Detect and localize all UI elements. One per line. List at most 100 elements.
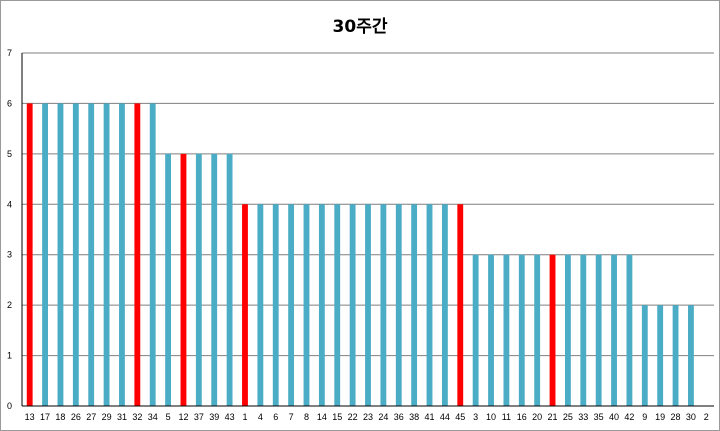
x-tick-label: 31: [117, 412, 127, 422]
x-tick-label: 17: [40, 412, 50, 422]
bar-28: [672, 305, 679, 406]
x-tick-label: 9: [642, 412, 647, 422]
bar-22: [349, 204, 356, 406]
y-tick-label: 2: [7, 300, 12, 310]
x-tick-label: 35: [594, 412, 604, 422]
x-tick-label: 38: [409, 412, 419, 422]
y-tick-label: 5: [7, 149, 12, 159]
bar-5: [165, 153, 172, 406]
x-tick-label: 28: [671, 412, 681, 422]
x-tick-label: 40: [609, 412, 619, 422]
bar-19: [657, 305, 664, 406]
x-tick-label: 3: [473, 412, 478, 422]
bar-15: [334, 204, 341, 406]
bar-26: [72, 103, 79, 406]
bar-45: [457, 204, 464, 406]
bar-24: [380, 204, 387, 406]
bar-40: [611, 254, 617, 406]
bar-36: [395, 204, 402, 406]
bar-10: [488, 254, 494, 406]
bar-23: [365, 204, 371, 406]
bar-31: [119, 103, 125, 406]
x-tick-label: 23: [363, 412, 373, 422]
axes: [21, 53, 714, 407]
bar-39: [211, 153, 218, 406]
bar-20: [534, 254, 541, 406]
x-tick-label: 12: [178, 412, 188, 422]
x-tick-label: 43: [225, 412, 235, 422]
bar-21: [549, 254, 556, 406]
bar-41: [426, 204, 433, 406]
x-tick-label: 4: [258, 412, 263, 422]
y-tick-label: 4: [7, 199, 12, 209]
y-tick-label: 3: [7, 250, 12, 260]
bar-32: [134, 103, 141, 406]
x-tick-label: 34: [148, 412, 158, 422]
x-tick-label: 10: [486, 412, 496, 422]
bar-37: [195, 153, 202, 406]
x-tick-label: 39: [209, 412, 219, 422]
y-tick-label: 6: [7, 98, 12, 108]
bar-4: [257, 204, 264, 406]
chart-title: 30주간: [333, 17, 388, 37]
x-tick-label: 7: [289, 412, 294, 422]
bar-38: [411, 204, 418, 406]
x-tick-label: 1: [242, 412, 247, 422]
x-tick-label: 24: [378, 412, 388, 422]
bar-14: [318, 204, 325, 406]
bar-1: [242, 204, 248, 406]
x-tick-labels: 13 17 18 26 27 29 31 32 34 5 12 37 39 43 1 4 6 7 8 14 15 22 23…: [25, 412, 709, 422]
x-tick-label: 26: [71, 412, 81, 422]
x-tick-label: 41: [425, 412, 435, 422]
x-tick-label: 42: [624, 412, 634, 422]
x-tick-label: 33: [578, 412, 588, 422]
bar-16: [518, 254, 525, 406]
x-tick-label: 36: [394, 412, 404, 422]
x-tick-label: 18: [55, 412, 65, 422]
bar-35: [595, 254, 602, 406]
x-tick-label: 29: [102, 412, 112, 422]
x-tick-label: 2: [704, 412, 709, 422]
bar-44: [441, 204, 448, 406]
bar-17: [42, 103, 48, 406]
bar-27: [88, 103, 95, 406]
x-tick-label: 25: [563, 412, 573, 422]
y-tick-label: 0: [7, 401, 12, 411]
x-tick-label: 20: [532, 412, 542, 422]
bar-8: [303, 204, 310, 406]
bar-43: [226, 153, 233, 406]
y-tick-label: 7: [7, 48, 12, 58]
x-tick-label: 22: [348, 412, 358, 422]
bar-12: [180, 153, 187, 406]
bar-34: [149, 103, 156, 406]
x-tick-label: 16: [517, 412, 527, 422]
bars: [26, 103, 694, 406]
bar-30: [688, 305, 694, 406]
x-tick-label: 19: [655, 412, 665, 422]
bar-3: [472, 254, 479, 406]
bar-42: [626, 254, 633, 406]
bar-7: [288, 204, 295, 406]
x-tick-label: 6: [273, 412, 278, 422]
bar-33: [580, 254, 587, 406]
bar-6: [272, 204, 279, 406]
x-tick-label: 44: [440, 412, 450, 422]
bar-11: [503, 254, 510, 406]
bar-29: [103, 103, 110, 406]
bar-9: [641, 305, 648, 406]
x-tick-label: 11: [502, 412, 511, 422]
x-tick-label: 21: [548, 412, 558, 422]
x-tick-label: 30: [686, 412, 696, 422]
x-tick-label: 37: [194, 412, 204, 422]
x-tick-label: 8: [304, 412, 309, 422]
bar-13: [26, 103, 33, 406]
x-tick-label: 15: [332, 412, 342, 422]
x-tick-label: 32: [132, 412, 142, 422]
x-tick-label: 13: [25, 412, 35, 422]
y-tick-labels: 0 1 2 3 4 5 6 7: [7, 48, 12, 411]
x-tick-label: 14: [317, 412, 327, 422]
x-tick-label: 27: [86, 412, 96, 422]
y-tick-label: 1: [7, 351, 12, 361]
